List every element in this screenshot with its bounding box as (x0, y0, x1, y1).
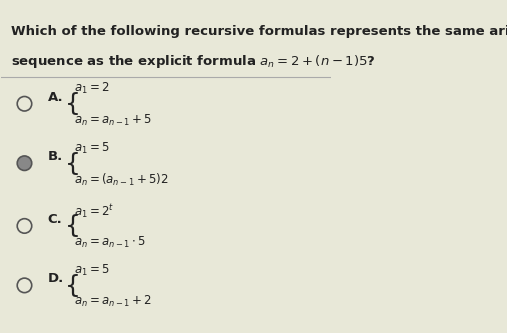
Text: $\{$: $\{$ (64, 90, 79, 117)
Text: Which of the following recursive formulas represents the same arithmetic: Which of the following recursive formula… (11, 25, 507, 38)
Text: $a_n = a_{n-1} + 2$: $a_n = a_{n-1} + 2$ (74, 294, 152, 309)
Text: $\{$: $\{$ (64, 150, 79, 177)
Text: C.: C. (48, 213, 62, 226)
Text: $a_1 = 2^t$: $a_1 = 2^t$ (74, 202, 114, 220)
Text: $a_n = (a_{n-1} + 5)2$: $a_n = (a_{n-1} + 5)2$ (74, 171, 169, 188)
Text: D.: D. (48, 272, 64, 285)
Text: sequence as the explicit formula $a_n = 2 + (n-1)5$?: sequence as the explicit formula $a_n = … (11, 53, 376, 70)
Circle shape (17, 156, 32, 170)
Text: B.: B. (48, 150, 63, 163)
Text: $a_1 = 5$: $a_1 = 5$ (74, 263, 110, 278)
Text: $a_n = a_{n-1} \cdot 5$: $a_n = a_{n-1} \cdot 5$ (74, 235, 146, 250)
Text: $a_1 = 5$: $a_1 = 5$ (74, 141, 110, 156)
Text: A.: A. (48, 91, 63, 104)
Text: $a_1 = 2$: $a_1 = 2$ (74, 81, 110, 97)
Text: $a_n = a_{n-1} + 5$: $a_n = a_{n-1} + 5$ (74, 113, 152, 128)
Text: $\{$: $\{$ (64, 272, 79, 299)
Text: $\{$: $\{$ (64, 212, 79, 239)
